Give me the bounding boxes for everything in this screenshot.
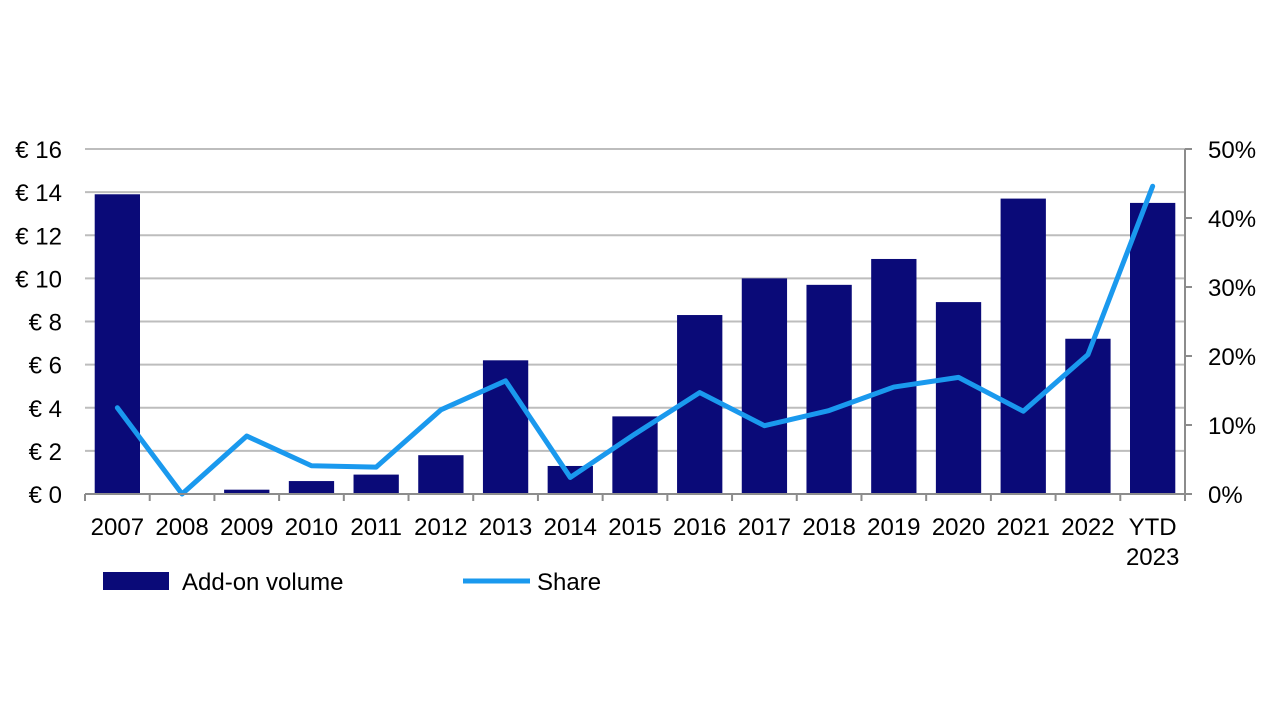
left-axis-tick-label: € 4	[29, 396, 62, 423]
x-axis-tick-label: YTD 2023	[1126, 514, 1179, 571]
x-axis-tick-label: 2018	[802, 514, 855, 541]
gridlines	[85, 148, 1185, 452]
x-axis-tick-label: 2010	[285, 514, 338, 541]
x-axis-tick-label: 2013	[479, 514, 532, 541]
right-axis-tick-label: 50%	[1208, 137, 1256, 164]
x-axis-tick-label: 2015	[608, 514, 661, 541]
left-axis-tick-labels: € 0 € 2 € 4 € 6 € 8 € 10 € 12 € 14 € 16	[15, 137, 62, 509]
x-axis-tick-label: 2017	[738, 514, 791, 541]
right-axis-tick-label: 0%	[1208, 482, 1243, 509]
legend-label-add-on-volume: Add-on volume	[182, 569, 343, 596]
right-axis-tick-label: 20%	[1208, 344, 1256, 371]
legend-swatch-add-on-volume	[103, 572, 169, 590]
x-axis-tick-label: 2011	[350, 514, 402, 541]
x-axis-tick-label: 2008	[155, 514, 208, 541]
x-axis-tick-label: 2022	[1061, 514, 1114, 541]
x-axis-tick-label: 2016	[673, 514, 726, 541]
right-axis-tick-labels: 0% 10% 20% 30% 40% 50%	[1208, 137, 1256, 509]
legend: Add-on volume Share	[103, 569, 601, 596]
bar-2021	[1000, 198, 1046, 494]
bar-series-add-on-volume	[94, 194, 1176, 494]
left-axis-tick-label: € 6	[29, 353, 62, 380]
x-axis-tick-label: 2012	[414, 514, 467, 541]
bar-2010	[288, 481, 335, 494]
bar-2017	[741, 278, 788, 494]
legend-label-share: Share	[537, 569, 601, 596]
bar-ytd-2023	[1130, 202, 1176, 494]
bar-2014	[547, 465, 593, 494]
bar-2018	[806, 284, 852, 494]
bar-2015	[612, 416, 658, 494]
right-axis-tick-label: 10%	[1208, 413, 1256, 440]
bar-2011	[353, 474, 399, 494]
x-axis-tick-label: 2021	[997, 514, 1050, 541]
bar-2020	[935, 302, 982, 494]
x-axis-tick-label: 2014	[544, 514, 597, 541]
right-axis-tick-label: 40%	[1208, 206, 1256, 233]
left-axis-tick-label: € 12	[15, 223, 62, 250]
x-axis-tick-label: 2020	[932, 514, 985, 541]
x-axis-tick-label: 2007	[91, 514, 144, 541]
left-axis-tick-label: € 8	[29, 310, 62, 337]
right-axis-tick-label: 30%	[1208, 275, 1256, 302]
bar-2009	[224, 489, 270, 494]
x-axis-tick-label: 2009	[220, 514, 273, 541]
left-axis-tick-label: € 2	[29, 439, 62, 466]
left-axis-tick-label: € 0	[29, 482, 62, 509]
bar-2007	[94, 194, 140, 494]
left-axis-tick-label: € 14	[15, 180, 62, 207]
axes	[84, 148, 1192, 501]
bar-2012	[418, 455, 464, 494]
x-axis-tick-labels: 2007 2008 2009 2010 2011 2012 2013 2014 2015 2016…	[91, 514, 1180, 571]
bar-2019	[871, 258, 917, 494]
bar-2022	[1065, 338, 1111, 494]
x-axis-tick-label: 2019	[867, 514, 920, 541]
left-axis-tick-label: € 10	[15, 266, 62, 293]
left-axis-tick-label: € 16	[15, 137, 62, 164]
